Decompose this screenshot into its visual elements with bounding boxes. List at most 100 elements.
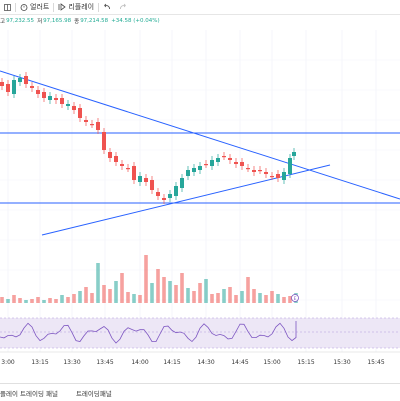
candle-body — [102, 132, 106, 150]
toolbar-divider — [98, 2, 100, 12]
volume-bar — [210, 294, 214, 303]
candle-body — [288, 158, 292, 174]
candle-body — [174, 186, 178, 196]
candle-body — [168, 194, 172, 198]
candle-body — [54, 98, 58, 100]
candle-body — [126, 168, 130, 170]
replay-icon — [58, 3, 66, 11]
volume-bar — [186, 288, 190, 303]
time-axis-label: 15:45 — [367, 359, 384, 366]
candle-body — [96, 122, 100, 130]
volume-bar — [30, 299, 34, 303]
volume-bar — [72, 294, 76, 303]
volume-bar — [138, 295, 142, 303]
volume-bar — [0, 297, 4, 303]
volume-bar — [246, 277, 250, 303]
volume-bar — [102, 285, 106, 303]
price-chart[interactable]: 3:00 13:15 13:30 13:45 14:00 14:15 14:30 14:45 1… — [0, 0, 400, 383]
volume-bar — [126, 292, 130, 303]
volume-bar — [204, 279, 208, 303]
volume-bar — [90, 293, 94, 303]
candlesticks — [0, 72, 296, 204]
change-value: +34.58 (+0.04%) — [111, 17, 160, 24]
time-axis-label: 14:15 — [163, 359, 180, 366]
candle-body — [6, 84, 10, 92]
volume-bar — [42, 300, 46, 303]
time-axis-label: 14:30 — [197, 359, 214, 366]
candle-body — [192, 168, 196, 172]
time-axis-label: 15:30 — [333, 359, 350, 366]
candle-body — [48, 96, 52, 100]
candle-body — [228, 158, 232, 160]
candle-body — [270, 176, 274, 178]
time-axis-label: 15:00 — [263, 359, 280, 366]
volume-bar — [60, 295, 64, 303]
volume-bar — [270, 291, 274, 303]
redo-icon — [120, 3, 126, 10]
alarm-clock-icon — [20, 4, 28, 11]
candle-body — [234, 162, 238, 164]
candle-body — [30, 86, 34, 88]
close-label: 종 — [74, 18, 80, 25]
candle-body — [240, 162, 244, 166]
chart-toolbar: 얼러트 리플레이 — [0, 0, 400, 15]
candle-body — [90, 124, 94, 126]
alert-button[interactable]: 얼러트 — [16, 0, 53, 14]
high-value: 97,232.55 — [6, 17, 35, 24]
candle-body — [282, 172, 286, 180]
candle-body — [84, 120, 88, 122]
redo-button[interactable] — [115, 0, 131, 14]
volume-bar — [96, 263, 100, 303]
volume-bar — [108, 289, 112, 303]
candle-body — [180, 178, 184, 188]
time-axis-label: 13:15 — [31, 359, 48, 366]
volume-bar — [48, 298, 52, 303]
candle-body — [258, 170, 262, 172]
tab-trading-panel[interactable]: 트레이딩패널 — [75, 389, 112, 398]
volume-marker[interactable]: E — [291, 294, 299, 303]
candle-body — [138, 176, 142, 182]
candle-body — [264, 172, 268, 174]
time-axis-label: 14:45 — [231, 359, 248, 366]
candle-body — [24, 76, 28, 84]
candle-body — [36, 90, 40, 94]
time-axis-label: 13:45 — [96, 359, 113, 366]
volume-bar — [234, 295, 238, 303]
low-value: 97,165.98 — [43, 17, 72, 24]
replay-button[interactable]: 리플레이 — [54, 0, 98, 14]
candle-body — [12, 80, 16, 94]
candle-body — [144, 178, 148, 182]
alert-label: 얼러트 — [30, 3, 50, 11]
candle-body — [222, 156, 226, 158]
candle-body — [120, 164, 124, 166]
undo-button[interactable] — [99, 0, 115, 14]
candle-body — [78, 108, 82, 118]
candle-body — [150, 180, 154, 190]
volume-bar — [258, 293, 262, 303]
descending-trendline[interactable] — [0, 70, 400, 200]
time-axis-label: 3:00 — [1, 359, 15, 366]
candle-body — [246, 168, 250, 170]
tab-replay-trading-panel[interactable]: 플레이 트레이딩 패널 — [0, 389, 58, 398]
svg-text:E: E — [294, 296, 297, 302]
volume-bar — [168, 281, 172, 303]
layout-button[interactable] — [0, 0, 15, 14]
candle-body — [276, 174, 280, 178]
volume-bar — [132, 294, 136, 303]
ohlc-legend: 고 97,232.55 저 97,165.98 종 97,214.58 +34.58 … — [0, 15, 160, 26]
undo-icon — [104, 3, 110, 10]
volume-bar — [36, 297, 40, 303]
volume-bar — [216, 293, 220, 303]
candle-body — [198, 166, 202, 170]
volume-bar — [12, 295, 16, 303]
candle-body — [66, 104, 70, 106]
candle-body — [292, 152, 296, 156]
volume-bar — [18, 298, 22, 303]
toolbar-divider — [53, 2, 55, 12]
candle-body — [42, 92, 46, 98]
volume-bars — [0, 255, 298, 303]
volume-bar — [6, 299, 10, 303]
candle-body — [186, 170, 190, 176]
candle-body — [108, 152, 112, 158]
low-label: 저 — [37, 18, 43, 25]
